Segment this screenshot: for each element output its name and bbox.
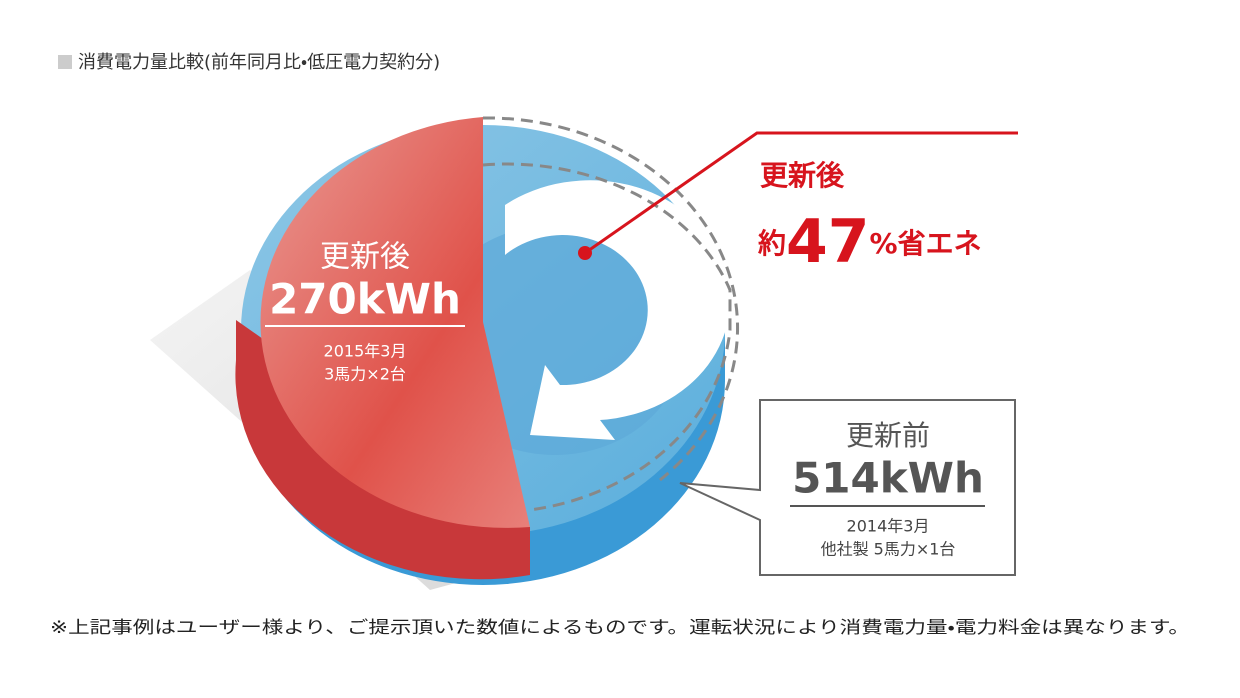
- callout-number: 47: [786, 207, 870, 277]
- after-spec: 3馬力×2台: [324, 365, 406, 384]
- arrow: [505, 180, 731, 440]
- before-spec: 他社製 5馬力×1台: [821, 540, 956, 559]
- after-value: 270kWh: [269, 275, 461, 324]
- after-label: 更新後: [320, 240, 410, 275]
- dashed-outline: [482, 116, 739, 482]
- before-box: [679, 399, 1016, 576]
- before-value: 514kWh: [792, 454, 984, 503]
- callout-dot: [578, 246, 592, 260]
- title: 消費電力量比較(前年同月比・低圧電力契約分): [78, 52, 440, 73]
- footnote: ※上記事例はユーザー様より、ご提示頂いた数値によるものです。運転状況により消費電…: [50, 618, 1190, 638]
- callout-text: 約47%省エネ: [757, 207, 982, 277]
- before-date: 2014年3月: [847, 517, 930, 536]
- before-label: 更新前: [846, 419, 930, 452]
- dashed-outline: [482, 162, 732, 512]
- callout-line1: 更新後: [760, 159, 845, 192]
- callout-suffix: %省エネ: [870, 227, 982, 260]
- callout-prefix: 約: [757, 227, 786, 260]
- after-date: 2015年3月: [324, 342, 407, 361]
- title-marker: [58, 55, 72, 69]
- red-top: [260, 117, 530, 528]
- callout-line: [584, 131, 1018, 255]
